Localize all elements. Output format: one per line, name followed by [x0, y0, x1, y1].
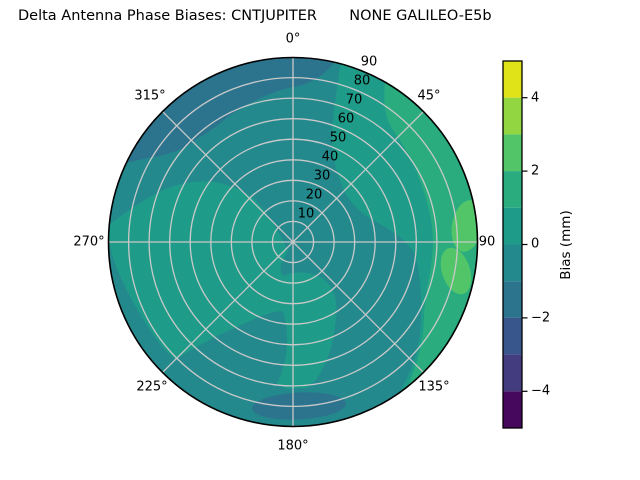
region-north-dark-arc — [125, 58, 335, 164]
angle-label-135: 135° — [418, 379, 450, 395]
colorbar-band — [503, 391, 522, 428]
colorbar-band — [503, 61, 522, 98]
radial-label-70: 70 — [345, 92, 363, 108]
colorbar-band — [503, 134, 522, 172]
colorbar-tick-label-2: 2 — [531, 163, 540, 179]
angle-label-270: 270° — [73, 234, 105, 250]
radial-label-20: 20 — [305, 187, 323, 203]
radial-label-40: 40 — [321, 149, 339, 165]
angle-label-315: 315° — [134, 88, 166, 104]
radial-label-10: 10 — [297, 206, 315, 222]
colorbar-band — [503, 244, 522, 282]
radial-label-80: 80 — [353, 73, 371, 89]
polar-grid — [109, 58, 477, 426]
region-south-teal-wedge — [165, 311, 288, 423]
colorbar-band — [503, 281, 522, 318]
angle-label-90: 90 — [478, 234, 496, 250]
colorbar-band — [503, 97, 522, 135]
radial-label-60: 60 — [337, 111, 355, 127]
colorbar-tick-label-4: 4 — [531, 90, 540, 106]
colorbar-tick-label-0: 0 — [531, 236, 540, 252]
angle-label-45: 45° — [417, 88, 441, 104]
region-bright-patch-east-2 — [440, 247, 472, 295]
plot-title: Delta Antenna Phase Biases: CNTJUPITER N… — [18, 8, 492, 24]
colorbar — [502, 60, 528, 429]
polar-rim — [107, 56, 479, 428]
radial-label-90: 90 — [360, 54, 378, 70]
colorbar-tick-label-m4: −4 — [531, 383, 551, 399]
grid-spoke — [162, 111, 424, 373]
angle-label-180: 180° — [277, 438, 309, 454]
colorbar-band — [503, 354, 522, 392]
radial-label-30: 30 — [313, 168, 331, 184]
angle-label-225: 225° — [136, 379, 168, 395]
angle-label-0: 0° — [285, 31, 301, 47]
colorbar-band — [503, 317, 522, 355]
radial-label-50: 50 — [329, 130, 347, 146]
region-east-arc — [384, 82, 477, 388]
colorbar-axis-label: Bias (mm) — [558, 210, 574, 280]
colorbar-band — [503, 207, 522, 245]
colorbar-band — [503, 171, 522, 208]
colorbar-tick-label-m2: −2 — [531, 310, 551, 326]
colorbar-frame — [502, 60, 523, 429]
